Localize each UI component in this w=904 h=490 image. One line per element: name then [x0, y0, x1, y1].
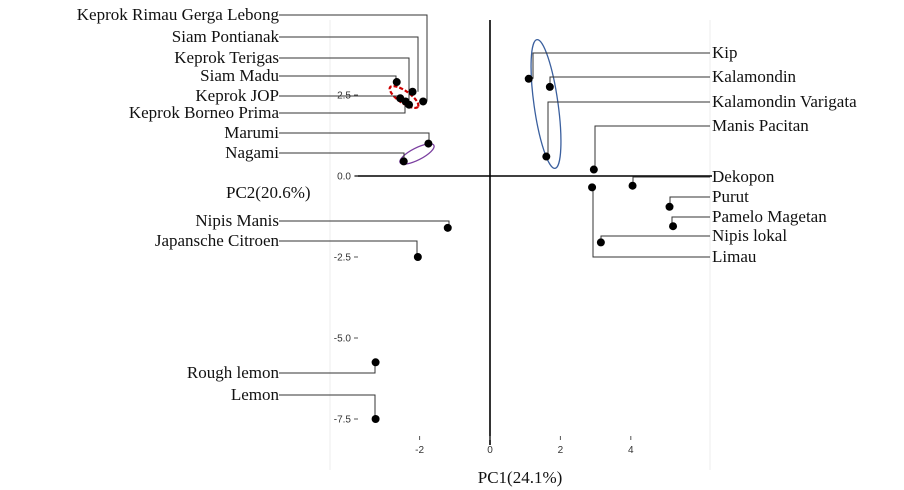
point-label: Siam Pontianak [172, 27, 280, 46]
point-label: Kip [712, 43, 738, 62]
data-point [371, 415, 380, 423]
point-label: Keprok JOP [195, 86, 279, 105]
plot-panel [329, 20, 711, 470]
leader-line [279, 75, 397, 83]
leader-line [547, 101, 710, 157]
x-axis-title: PC1(24.1%) [478, 468, 563, 487]
data-point [399, 157, 408, 166]
point-label: Japansche Citroen [155, 231, 280, 250]
leader-line [279, 394, 376, 419]
data-point [524, 74, 533, 83]
data-point [542, 152, 551, 161]
y-tick-label: -7.5 [334, 415, 352, 426]
leader-line [279, 57, 410, 102]
leader-line [532, 52, 710, 79]
point-label: Manis Pacitan [712, 116, 809, 135]
point-label: Keprok Terigas [174, 48, 279, 67]
data-point [424, 139, 433, 148]
point-label: Limau [712, 247, 757, 266]
y-tick-label: 0.0 [337, 172, 351, 183]
data-point [371, 358, 380, 367]
point-label: Kalamondin Varigata [712, 92, 857, 111]
point-label: Keprok Borneo Prima [129, 103, 280, 122]
x-tick-label: 2 [558, 445, 564, 456]
zero-axes [355, 20, 712, 445]
data-point [596, 238, 605, 247]
y-axis-title: PC2(20.6%) [226, 183, 311, 202]
leader-line [549, 76, 710, 87]
point-label: Keprok Rimau Gerga Lebong [77, 5, 280, 24]
cluster-ellipse [530, 38, 562, 170]
data-point [408, 87, 417, 96]
data-point [392, 78, 401, 87]
point-label: Siam Madu [200, 66, 279, 85]
data-point [413, 253, 422, 261]
leader-line [279, 14, 428, 102]
tick-labels: -2 0 2 42.50.0-2.5-5.0-7.5 [334, 91, 634, 457]
leader-line [600, 235, 710, 243]
point-label: Marumi [224, 123, 279, 142]
data-point [628, 181, 637, 190]
point-label: Lemon [231, 385, 280, 404]
data-point [665, 202, 674, 211]
point-label: Nipis lokal [712, 226, 787, 245]
data-points [371, 74, 678, 423]
point-label: Dekopon [712, 167, 775, 186]
point-labels: Keprok Rimau Gerga Lebong Siam Pontianak K… [77, 5, 857, 404]
data-point [545, 82, 554, 91]
leader-line [279, 152, 405, 162]
leader-line [671, 216, 710, 227]
data-point [419, 97, 428, 106]
leader-line [632, 176, 710, 186]
data-point [588, 183, 597, 192]
leader-line [592, 187, 710, 258]
x-tick-label: 0 [487, 445, 493, 456]
point-label: Nagami [225, 143, 279, 162]
leader-line [669, 196, 710, 207]
data-point [396, 94, 405, 103]
x-tick-label: -2 [415, 445, 424, 456]
leader-line [279, 36, 419, 92]
leader-line [279, 220, 450, 228]
leader-line [279, 362, 376, 374]
point-label: Kalamondin [712, 67, 797, 86]
point-label: Purut [712, 187, 749, 206]
point-label: Nipis Manis [195, 211, 279, 230]
y-tick-label: -2.5 [334, 253, 352, 264]
data-point [405, 100, 414, 109]
y-tick-label: -5.0 [334, 334, 352, 345]
leader-line [594, 125, 710, 170]
cluster-ellipses [388, 38, 562, 170]
point-label: Pamelo Magetan [712, 207, 827, 226]
label-leader-lines [279, 14, 710, 419]
point-label: Rough lemon [187, 363, 280, 382]
leader-line [279, 132, 430, 144]
data-point [589, 165, 598, 174]
data-point [669, 222, 678, 231]
leader-line [279, 240, 418, 257]
data-point [443, 223, 452, 232]
leader-line [279, 104, 406, 114]
x-tick-label: 4 [628, 445, 634, 456]
